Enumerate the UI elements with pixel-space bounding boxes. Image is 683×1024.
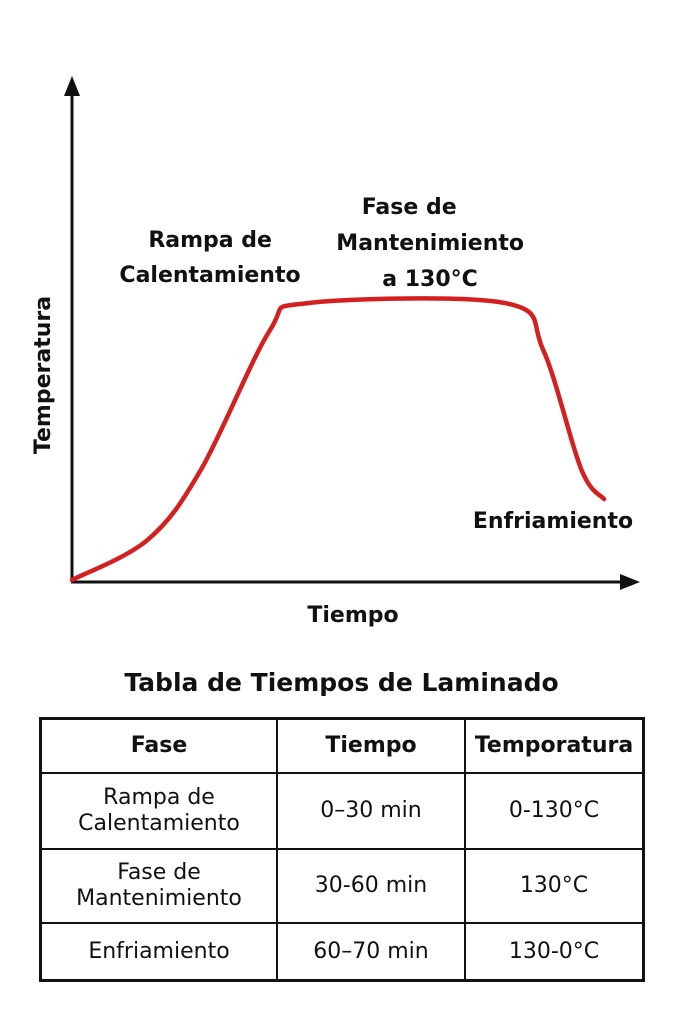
table-row: Fase de Mantenimiento 30-60 min 130°C (39, 848, 645, 924)
y-axis-label: Temperatura (31, 296, 56, 454)
annotation-ramp: Rampa de Calentamiento (119, 228, 300, 288)
cell-fase: Rampa de Calentamiento (39, 772, 278, 850)
x-axis-arrow-icon (620, 574, 640, 590)
temperature-line (69, 296, 607, 583)
cell-temp: 0-130°C (464, 772, 645, 850)
annotation-hold: Fase de Mantenimiento a 130°C (336, 195, 531, 292)
cell-fase: Fase de Mantenimiento (39, 848, 278, 924)
table-row: Rampa de Calentamiento 0–30 min 0-130°C (39, 772, 645, 850)
header-tiempo: Tiempo (276, 717, 466, 774)
cell-temp: 130-0°C (464, 922, 645, 982)
table-header-row: Fase Tiempo Temporatura (39, 717, 645, 774)
header-fase: Fase (39, 717, 278, 774)
x-axis-label: Tiempo (307, 603, 398, 628)
chart: Tiempo Temperatura Rampa de Calentamient… (31, 76, 640, 628)
lamination-table: Fase Tiempo Temporatura Rampa de Calentam… (39, 717, 645, 982)
cell-tiempo: 0–30 min (276, 772, 466, 850)
cell-tiempo: 30-60 min (276, 848, 466, 924)
cell-tiempo: 60–70 min (276, 922, 466, 982)
y-axis-arrow-icon (64, 76, 80, 96)
cell-temp: 130°C (464, 848, 645, 924)
header-temp: Temporatura (464, 717, 645, 774)
annotation-cooling: Enfriamiento (473, 509, 633, 534)
cell-fase: Enfriamiento (39, 922, 278, 982)
table-row: Enfriamiento 60–70 min 130-0°C (39, 922, 645, 982)
table-title: Tabla de Tiempos de Laminado (124, 668, 559, 697)
